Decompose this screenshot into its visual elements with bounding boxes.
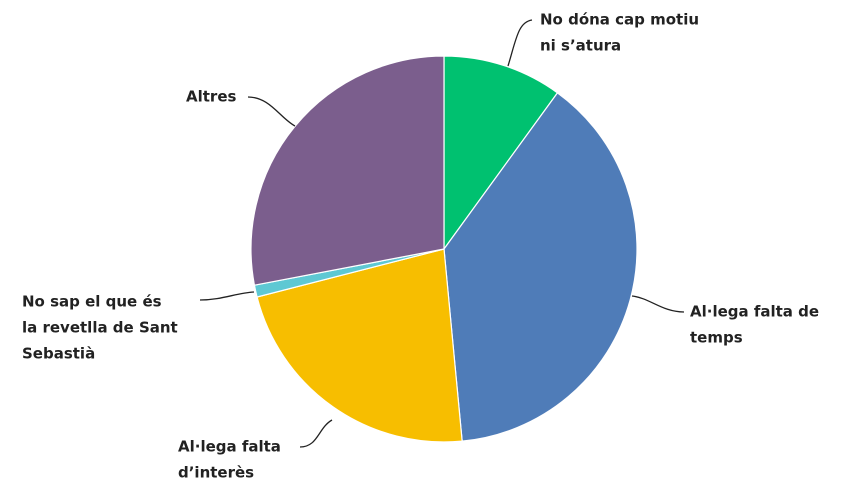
leader-line — [507, 19, 533, 67]
leader-line — [631, 295, 685, 313]
slice-label: Al·lega falta — [178, 438, 281, 456]
slice-label: Al·lega falta de — [690, 303, 819, 321]
slice-label: No dóna cap motiu — [540, 11, 699, 29]
slice-label: Sebastià — [22, 345, 95, 363]
leader-line — [299, 419, 333, 448]
leader-line — [199, 291, 255, 301]
slice-label: ni s’atura — [540, 37, 621, 55]
slice-label: Altres — [186, 88, 236, 106]
slice-label: la revetlla de Sant — [22, 319, 178, 337]
pie-slice — [443, 55, 559, 251]
pie-slice — [256, 248, 463, 443]
slice-label: No sap el que és — [22, 293, 162, 311]
pie-slice — [250, 55, 445, 286]
slice-label: d’interès — [178, 464, 254, 482]
pie-slice — [443, 92, 638, 442]
leader-line — [247, 96, 296, 127]
slice-label: temps — [690, 329, 743, 347]
